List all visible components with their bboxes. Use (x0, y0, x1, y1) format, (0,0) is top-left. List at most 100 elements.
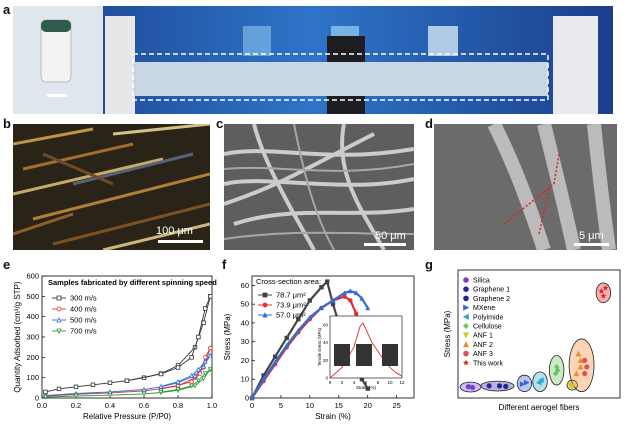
chart-e-title: Samples fabricated by different spinning… (48, 278, 217, 287)
adsorption-point (42, 394, 48, 400)
panel-label-e: e (3, 257, 11, 272)
adsorption-point (192, 383, 198, 389)
desorption-point (158, 371, 164, 377)
series-point (582, 357, 588, 363)
chart-g-y-axis-label: Stress (MPa) (443, 310, 452, 357)
legend-marker (56, 295, 62, 301)
series-700-m-s (42, 367, 213, 400)
legend-label: 78.7 μm² (276, 291, 306, 300)
chart-f-y-tick-label: 20 (241, 356, 249, 365)
chart-f-y-tick-label: 40 (241, 318, 249, 327)
legend-marker (462, 341, 470, 348)
inset-x-tick-label: 2 (341, 380, 344, 385)
inset-photo-3 (382, 344, 398, 366)
legend-label: 300 m/s (70, 294, 97, 303)
desorption-point (197, 371, 203, 376)
legend-marker (462, 313, 469, 320)
panel-label-c: c (216, 116, 224, 131)
desorption-point (175, 365, 181, 370)
desorption-point (158, 383, 164, 389)
desorption-point (189, 383, 195, 389)
chart-e-x-tick-label: 0.8 (173, 401, 183, 410)
legend-marker (262, 292, 268, 298)
desorption-point (195, 378, 201, 384)
scale-bar-label-d: 5 μm (579, 230, 604, 242)
legend-label: ANF 1 (473, 333, 493, 340)
legend-marker (56, 328, 62, 334)
chart-f-x-axis-label: Strain (%) (315, 412, 351, 421)
series-point (600, 293, 607, 299)
series-point (365, 386, 370, 391)
series-point (342, 294, 347, 299)
legend-label: Silica (473, 278, 490, 285)
inset-y-tick-label: 60 (323, 322, 329, 327)
panel-label-g: g (425, 257, 433, 272)
series-point (537, 377, 544, 383)
adsorption-point (107, 392, 113, 398)
legend-label: Polyimide (473, 314, 503, 321)
series-point (569, 384, 576, 390)
legend-marker (463, 286, 469, 293)
chart-e-y-tick-label: 200 (26, 353, 39, 362)
desorption-point (189, 355, 194, 360)
series-point (552, 370, 559, 377)
inset-x-tick-label: 6 (365, 380, 368, 385)
series-point (261, 376, 267, 382)
desorption-point (158, 389, 164, 395)
group-region-This-work (595, 282, 612, 304)
chart-f-y-tick-label: 60 (241, 281, 249, 290)
desorption-point (202, 355, 208, 360)
series-point (353, 290, 359, 296)
inset-x-tick-label: 12 (399, 380, 405, 385)
inset-photo-1 (334, 344, 350, 366)
chart-f-y-tick-label: 50 (241, 300, 249, 309)
series-ANF-3 (582, 357, 590, 377)
series-point (330, 301, 336, 307)
adsorption-point (201, 376, 206, 382)
chart-f-x-tick-label: 15 (335, 401, 343, 410)
desorption-point (175, 379, 181, 384)
legend-label: MXene (473, 305, 495, 312)
inset-photo-2 (356, 344, 372, 366)
series-point (496, 383, 503, 389)
legend-label: ANF 2 (473, 342, 493, 349)
series-ANF-2 (573, 350, 584, 377)
series-point (582, 370, 588, 377)
series-point (342, 290, 348, 296)
legend-marker (463, 350, 469, 357)
inset-curve (329, 322, 403, 379)
chart-e-x-axis-label: Relative Pressure (P/P0) (83, 412, 171, 421)
series-point (359, 295, 365, 301)
legend-marker (462, 359, 470, 366)
desorption-point (208, 345, 213, 351)
series-point (295, 327, 301, 333)
legend-label: Cellulose (473, 324, 502, 331)
chart-f-y-tick-label: 30 (241, 337, 249, 346)
chart-e-y-tick-label: 300 (26, 333, 39, 342)
chart-f-x-tick-label: 0 (250, 401, 254, 410)
panel-label-d: d (425, 116, 433, 131)
series-point (284, 342, 290, 348)
chart-g-plot-frame (457, 269, 621, 399)
series-point (347, 288, 353, 294)
panel-label-f: f (222, 257, 227, 272)
panel-b-micrograph: 100 μm (13, 124, 210, 250)
series-point (330, 297, 336, 303)
chart-e-x-tick-label: 0.4 (105, 401, 115, 410)
chart-f-y-tick-label: 0 (245, 394, 249, 403)
series-Silica (465, 384, 476, 391)
series-point (348, 298, 353, 303)
series-point (553, 364, 560, 370)
series-300-m-s (43, 294, 213, 395)
chart-e-isotherm: 0.0 0.2 0.4 0.6 0.8 1.0 0 100 200 300 400 500 600 Rel… (13, 272, 217, 422)
desorption-point (207, 367, 213, 373)
chart-e-y-tick-label: 0 (35, 394, 39, 403)
chart-g-x-axis-label: Different aerogel fibers (499, 403, 580, 412)
series-point (284, 335, 289, 341)
legend-marker (262, 312, 268, 318)
legend-label: ANF 3 (473, 351, 493, 358)
legend-marker (463, 323, 469, 329)
desorption-point (202, 358, 208, 364)
desorption-point (202, 371, 208, 377)
